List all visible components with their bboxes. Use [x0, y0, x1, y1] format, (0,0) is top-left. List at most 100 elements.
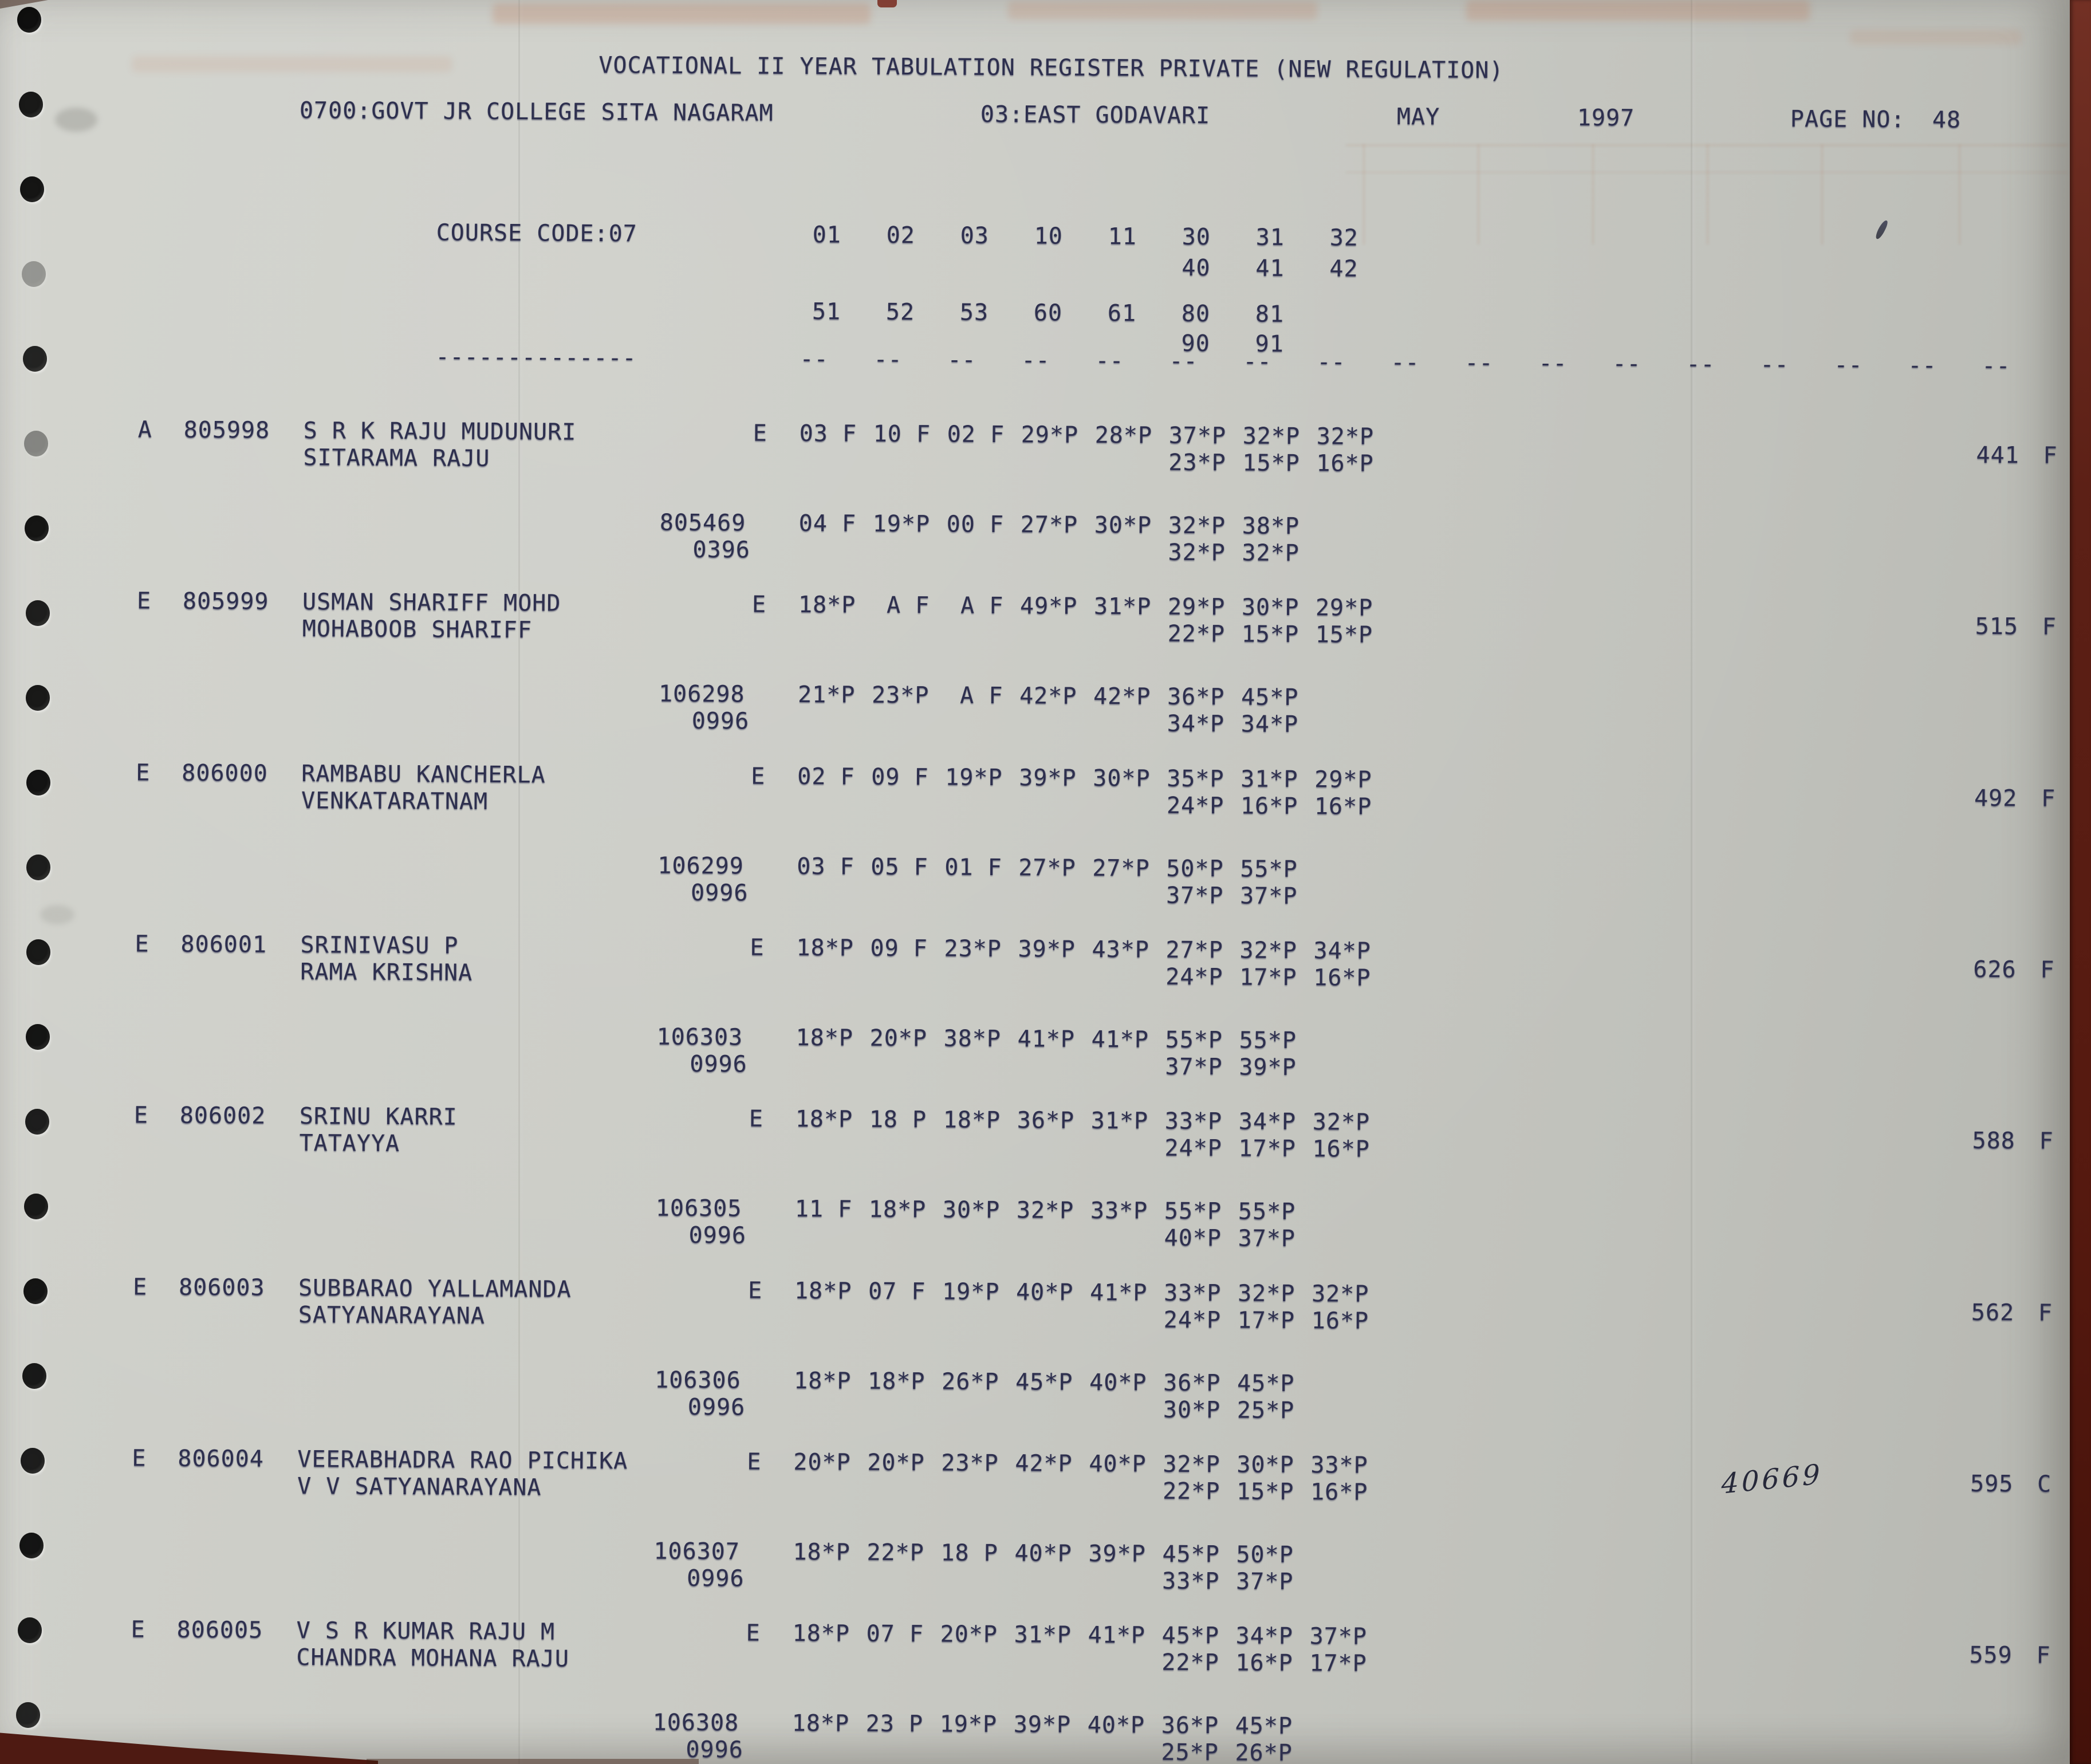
mark-cell: 01 F	[944, 854, 1002, 881]
mark-cell: 28*P	[1094, 422, 1153, 449]
bleed-through-grid-line	[1363, 144, 1365, 245]
mark-cell: 30*P	[1094, 512, 1152, 539]
medium-flag: E	[753, 420, 767, 447]
red-edge-mark	[877, 0, 897, 7]
mark-cell: 17*P	[1238, 1135, 1296, 1163]
mark-cell: 29*P	[1314, 766, 1372, 793]
mark-cell: 39*P	[1013, 1711, 1072, 1738]
mark-cell: 23*P	[944, 935, 1002, 963]
student-name: SRINIVASU P	[300, 932, 459, 959]
total-marks: 588	[1972, 1127, 2015, 1155]
mark-cell: 36*P	[1167, 683, 1225, 711]
mark-cell: 41*P	[1089, 1279, 1148, 1306]
student-regno: 806004	[178, 1445, 264, 1472]
mark-cell: 23 P	[865, 1710, 924, 1738]
mark-cell: 18*P	[868, 1368, 926, 1395]
mark-cell: 16*P	[1240, 793, 1298, 820]
mark-cell: 38*P	[1242, 513, 1300, 540]
mark-cell: 32*P	[1016, 1197, 1074, 1224]
mark-cell: 37*P	[1165, 882, 1224, 909]
separator-dash: --	[1317, 349, 1346, 376]
student-status: E	[132, 1445, 147, 1472]
mark-cell: 32*P	[1242, 540, 1300, 567]
mark-cell: 55*P	[1164, 1198, 1222, 1225]
punch-hole	[19, 1533, 44, 1558]
mark-cell: 55*P	[1238, 1198, 1296, 1226]
separator-dash: --	[1612, 351, 1641, 377]
punch-hole	[26, 1024, 50, 1050]
separator-dash: --	[1243, 348, 1272, 375]
punch-hole	[26, 600, 50, 626]
mark-cell: 16*P	[1235, 1649, 1293, 1677]
subject-code: 52	[885, 298, 915, 326]
separator-dashes-left: --------------	[435, 344, 637, 372]
subject-code: 81	[1255, 301, 1285, 328]
mark-cell: 40*P	[1087, 1711, 1145, 1739]
mark-cell: 11 F	[794, 1196, 853, 1223]
mark-cell: 33*P	[1162, 1568, 1220, 1595]
mark-cell: 37*P	[1165, 1053, 1223, 1081]
mark-cell: 41*P	[1017, 1026, 1076, 1053]
bleed-through-grid-line	[1959, 144, 1960, 245]
mark-cell: 45*P	[1161, 1622, 1220, 1649]
student-guardian-name: CHANDRA MOHANA RAJU	[296, 1644, 570, 1672]
mark-cell: 22*P	[1167, 620, 1226, 648]
result-flag: F	[2038, 1300, 2053, 1326]
separator-dash: --	[1391, 349, 1420, 376]
mark-cell: 39*P	[1239, 1054, 1297, 1081]
mark-cell: 34*P	[1167, 710, 1225, 738]
student-status: E	[133, 1102, 149, 1129]
subject-code: 31	[1255, 224, 1285, 251]
mark-cell: 19*P	[945, 764, 1003, 792]
subject-code: 53	[959, 299, 989, 326]
result-flag: F	[2036, 1642, 2051, 1669]
mark-cell: 29*P	[1167, 593, 1226, 621]
medium-flag: E	[747, 1448, 762, 1475]
exam-session: 0996	[688, 1222, 747, 1249]
scan-smudge	[55, 108, 97, 132]
mark-cell: 29*P	[1315, 594, 1373, 621]
mark-cell: 32*P	[1311, 1281, 1369, 1308]
mark-cell: 17*P	[1237, 1307, 1295, 1334]
mark-cell: 40*P	[1164, 1224, 1222, 1252]
bleed-through-ghost	[1850, 30, 2022, 45]
mark-cell: 16*P	[1312, 1136, 1370, 1163]
mark-cell: 33*P	[1163, 1279, 1222, 1307]
mark-cell: 34*P	[1313, 938, 1371, 964]
total-marks: 562	[1971, 1299, 2015, 1326]
mark-cell: 32*P	[1163, 1451, 1220, 1478]
subject-code: 60	[1033, 300, 1063, 326]
bleed-through-grid-line	[1346, 172, 2068, 173]
mark-cell: 32*P	[1242, 423, 1301, 450]
bleed-through-grid-line	[1592, 144, 1594, 245]
mark-cell: 18*P	[791, 1710, 850, 1737]
medium-flag: E	[751, 591, 767, 618]
mark-cell: 20*P	[793, 1449, 851, 1476]
mark-cell: 27*P	[1092, 855, 1150, 882]
mark-cell: 00 F	[946, 511, 1005, 538]
mark-cell: 32*P	[1312, 1109, 1371, 1136]
paper-crease	[518, 0, 520, 1764]
bleed-through-grid-line	[1346, 144, 2068, 146]
mark-cell: 32*P	[1168, 512, 1226, 540]
mark-cell: 10 F	[873, 420, 931, 448]
subject-code: 30	[1182, 223, 1211, 251]
mark-cell: 42*P	[1015, 1450, 1073, 1477]
mark-cell: 09 F	[871, 763, 929, 791]
mark-cell: 36*P	[1017, 1107, 1075, 1134]
separator-dash: --	[1169, 348, 1198, 375]
student-status: A	[137, 416, 152, 443]
backing-strip	[2070, 0, 2091, 1764]
mark-cell: 24*P	[1166, 792, 1224, 820]
mark-cell: 23*P	[1168, 449, 1226, 477]
punch-hole	[26, 939, 50, 965]
exam-session: 0996	[690, 879, 749, 907]
student-guardian-name: VENKATARATNAM	[301, 788, 489, 815]
mark-cell: 17*P	[1239, 964, 1297, 991]
mark-cell: A F	[945, 682, 1003, 710]
subject-code: 32	[1329, 225, 1358, 251]
mark-cell: 30*P	[1237, 1451, 1294, 1479]
mark-cell: 16*P	[1310, 1479, 1368, 1506]
punch-hole	[26, 685, 50, 711]
